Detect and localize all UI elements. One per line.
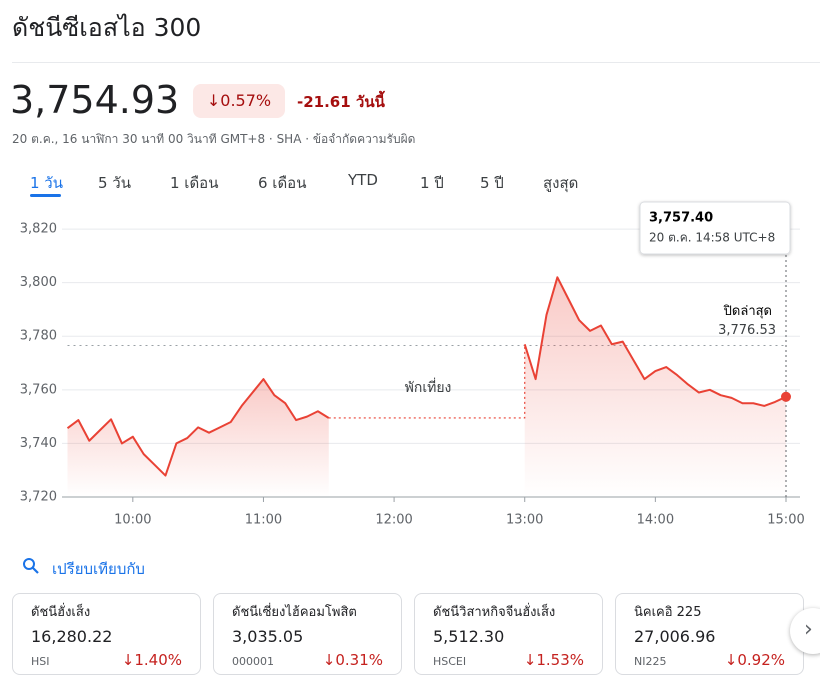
compare-card[interactable]: ดัชนีฮั่งเส็ง 16,280.22 HSI ↓1.40% bbox=[12, 593, 201, 675]
y-tick-label: 3,740 bbox=[20, 436, 57, 451]
tab[interactable]: 5 วัน bbox=[98, 174, 131, 192]
card-name: นิคเคอิ 225 bbox=[634, 605, 702, 620]
card-change: ↓1.53% bbox=[523, 651, 584, 669]
card-change: ↓0.31% bbox=[322, 651, 383, 669]
y-tick-label: 3,760 bbox=[20, 382, 57, 397]
x-tick-label: 12:00 bbox=[375, 513, 412, 528]
title: ดัชนีซีเอสไอ 300 bbox=[12, 13, 202, 42]
compare-card[interactable]: นิคเคอิ 225 27,006.96 NI225 ↓0.92% bbox=[615, 593, 804, 675]
divider bbox=[12, 62, 820, 63]
compare-title[interactable]: เปรียบเทียบกับ bbox=[52, 560, 145, 578]
tab[interactable]: 1 ปี bbox=[420, 174, 444, 192]
x-tick-label: 11:00 bbox=[245, 513, 282, 528]
card-name: ดัชนีเซี่ยงไฮ้คอมโพสิต bbox=[232, 605, 357, 620]
card-price: 27,006.96 bbox=[634, 627, 716, 646]
compare-card[interactable]: ดัชนีเซี่ยงไฮ้คอมโพสิต 3,035.05 000001 ↓0.3… bbox=[213, 593, 402, 675]
tooltip-value: 3,757.40 bbox=[649, 211, 713, 226]
tab[interactable]: 6 เดือน bbox=[258, 174, 307, 192]
y-tick-label: 3,820 bbox=[20, 222, 57, 237]
y-tick-label: 3,720 bbox=[20, 490, 57, 505]
tab[interactable]: สูงสุด bbox=[543, 174, 579, 192]
area-fill bbox=[524, 277, 786, 497]
card-name: ดัชนีวิสาหกิจจีนฮั่งเส็ง bbox=[433, 605, 556, 620]
tooltip-box bbox=[639, 201, 791, 255]
x-tick-label: 15:00 bbox=[767, 513, 804, 528]
x-tick-label: 14:00 bbox=[637, 513, 674, 528]
tab[interactable]: YTD bbox=[348, 171, 378, 189]
hover-dot bbox=[781, 391, 791, 402]
card-symbol: HSCEI bbox=[433, 655, 467, 668]
card-name: ดัชนีฮั่งเส็ง bbox=[31, 605, 91, 620]
card-symbol: NI225 bbox=[634, 655, 667, 668]
card-price: 5,512.30 bbox=[433, 627, 505, 646]
y-tick-label: 3,800 bbox=[20, 275, 57, 290]
card-symbol: 000001 bbox=[232, 655, 274, 668]
card-price: 3,035.05 bbox=[232, 627, 304, 646]
search-icon bbox=[23, 558, 39, 574]
next-button[interactable]: › bbox=[790, 608, 820, 654]
compare-card[interactable]: ดัชนีวิสาหกิจจีนฮั่งเส็ง 5,512.30 HSCEI ↓1.… bbox=[414, 593, 603, 675]
card-change: ↓0.92% bbox=[724, 651, 785, 669]
tooltip-time: 20 ต.ค. 14:58 UTC+8 bbox=[649, 231, 775, 245]
previous-close-label: 3,776.53 bbox=[718, 323, 776, 338]
chart: 3,720 3,740 3,760 3,780 3,800 3,820 10:00 11:00… bbox=[20, 201, 805, 528]
card-price: 16,280.22 bbox=[31, 627, 113, 646]
tab[interactable]: 1 วัน bbox=[30, 174, 63, 192]
change-today: -21.61 วันนี้ bbox=[297, 93, 385, 111]
break-connector bbox=[328, 344, 526, 419]
tab[interactable]: 5 ปี bbox=[480, 174, 504, 192]
previous-close-name: ปิดล่าสุด bbox=[723, 304, 772, 319]
area-fill bbox=[67, 379, 329, 497]
tab[interactable]: 1 เดือน bbox=[170, 174, 219, 192]
card-change: ↓1.40% bbox=[121, 651, 182, 669]
meta: 20 ต.ค., 16 นาฬิกา 30 นาที 00 วินาที GMT… bbox=[12, 132, 416, 146]
price-line bbox=[66, 276, 787, 477]
y-tick-label: 3,780 bbox=[20, 329, 57, 344]
x-tick-label: 10:00 bbox=[114, 513, 151, 528]
card-symbol: HSI bbox=[31, 655, 50, 668]
change-pill: ↓0.57% bbox=[193, 84, 285, 118]
x-tick-label: 13:00 bbox=[506, 513, 543, 528]
price: 3,754.93 bbox=[10, 78, 180, 122]
annotation: พักเที่ยง bbox=[405, 378, 452, 396]
tab-underline bbox=[30, 194, 61, 197]
